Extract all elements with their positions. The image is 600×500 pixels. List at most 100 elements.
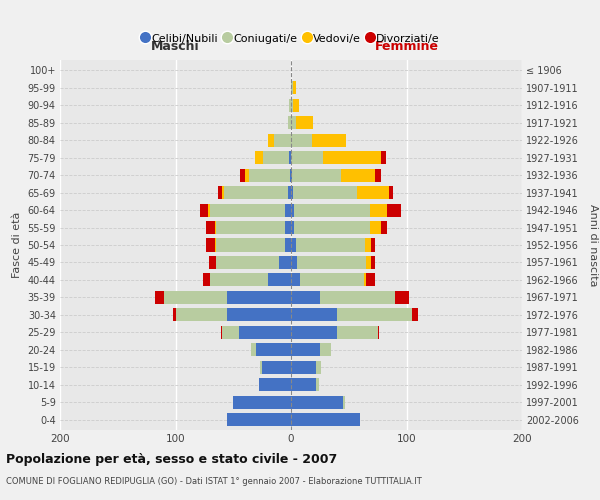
Bar <box>227 308 291 322</box>
Bar <box>316 378 319 391</box>
Bar <box>222 326 239 339</box>
Bar <box>216 238 285 252</box>
Bar <box>215 221 216 234</box>
Bar <box>300 274 364 286</box>
Bar <box>233 396 291 408</box>
Bar <box>262 360 291 374</box>
Bar <box>341 168 376 181</box>
Bar <box>295 204 370 216</box>
Bar <box>381 221 387 234</box>
Bar <box>343 396 345 408</box>
Bar <box>287 116 291 130</box>
Bar <box>210 274 268 286</box>
Bar <box>370 221 381 234</box>
Bar <box>291 186 293 199</box>
Bar <box>274 134 291 147</box>
Bar <box>251 343 256 356</box>
Bar <box>291 274 300 286</box>
Bar <box>337 308 412 322</box>
Bar <box>291 343 320 356</box>
Bar <box>287 186 291 199</box>
Bar <box>412 308 418 322</box>
Bar <box>293 99 299 112</box>
Bar <box>215 238 216 252</box>
Bar <box>206 221 215 234</box>
Bar <box>291 204 295 216</box>
Bar <box>395 291 409 304</box>
Bar <box>293 186 357 199</box>
Bar <box>320 343 331 356</box>
Text: COMUNE DI FOGLIANO REDIPUGLIA (GO) - Dati ISTAT 1° gennaio 2007 - Elaborazione T: COMUNE DI FOGLIANO REDIPUGLIA (GO) - Dat… <box>6 478 422 486</box>
Bar <box>218 186 222 199</box>
Bar <box>206 238 215 252</box>
Bar <box>371 256 376 269</box>
Bar <box>285 238 291 252</box>
Bar <box>293 82 296 94</box>
Bar <box>366 274 376 286</box>
Bar <box>239 326 291 339</box>
Bar <box>291 291 320 304</box>
Text: Maschi: Maschi <box>151 40 200 52</box>
Bar <box>291 238 296 252</box>
Bar <box>285 221 291 234</box>
Bar <box>260 360 262 374</box>
Bar <box>227 291 291 304</box>
Bar <box>216 256 280 269</box>
Bar <box>268 274 291 286</box>
Bar <box>291 378 316 391</box>
Bar <box>208 204 210 216</box>
Bar <box>316 360 321 374</box>
Bar <box>292 168 341 181</box>
Bar <box>224 186 287 199</box>
Bar <box>291 308 337 322</box>
Bar <box>285 204 291 216</box>
Text: Femmine: Femmine <box>374 40 439 52</box>
Bar <box>222 186 224 199</box>
Bar <box>291 134 312 147</box>
Bar <box>164 291 227 304</box>
Bar <box>365 238 371 252</box>
Bar <box>289 99 291 112</box>
Bar <box>291 326 337 339</box>
Bar <box>297 256 366 269</box>
Bar <box>364 274 366 286</box>
Bar <box>227 413 291 426</box>
Bar <box>259 378 291 391</box>
Bar <box>291 168 292 181</box>
Bar <box>209 256 216 269</box>
Bar <box>255 151 263 164</box>
Bar <box>296 116 313 130</box>
Bar <box>295 221 370 234</box>
Bar <box>250 168 290 181</box>
Bar <box>268 134 274 147</box>
Bar <box>291 99 293 112</box>
Bar <box>291 413 360 426</box>
Bar <box>389 186 392 199</box>
Bar <box>366 256 371 269</box>
Bar <box>203 274 210 286</box>
Bar <box>291 396 343 408</box>
Bar <box>155 291 164 304</box>
Bar <box>176 308 227 322</box>
Bar <box>291 82 293 94</box>
Bar <box>291 360 316 374</box>
Bar <box>381 151 386 164</box>
Bar <box>291 256 297 269</box>
Bar <box>290 168 291 181</box>
Bar <box>291 221 295 234</box>
Bar <box>312 134 346 147</box>
Bar <box>376 168 381 181</box>
Bar <box>280 256 291 269</box>
Bar <box>256 343 291 356</box>
Bar <box>289 151 291 164</box>
Bar <box>210 204 285 216</box>
Bar <box>291 151 323 164</box>
Bar <box>377 326 379 339</box>
Bar <box>357 186 389 199</box>
Bar <box>216 221 285 234</box>
Bar <box>221 326 222 339</box>
Bar <box>323 151 381 164</box>
Bar <box>387 204 401 216</box>
Bar <box>173 308 176 322</box>
Bar <box>370 204 387 216</box>
